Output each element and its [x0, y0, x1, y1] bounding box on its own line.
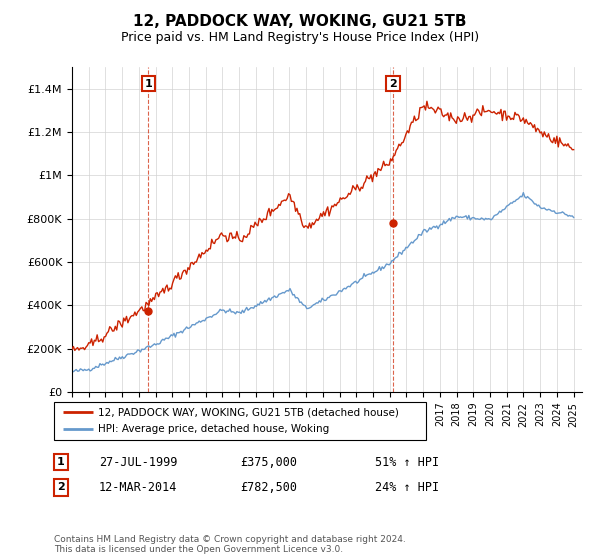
Text: HPI: Average price, detached house, Woking: HPI: Average price, detached house, Woki… — [98, 424, 329, 434]
Text: 12-MAR-2014: 12-MAR-2014 — [99, 480, 178, 494]
Text: 2: 2 — [57, 482, 65, 492]
Text: £375,000: £375,000 — [240, 455, 297, 469]
Text: Price paid vs. HM Land Registry's House Price Index (HPI): Price paid vs. HM Land Registry's House … — [121, 31, 479, 44]
Text: 12, PADDOCK WAY, WOKING, GU21 5TB: 12, PADDOCK WAY, WOKING, GU21 5TB — [133, 14, 467, 29]
Text: Contains HM Land Registry data © Crown copyright and database right 2024.
This d: Contains HM Land Registry data © Crown c… — [54, 535, 406, 554]
Text: 1: 1 — [57, 457, 65, 467]
Text: £782,500: £782,500 — [240, 480, 297, 494]
Text: 24% ↑ HPI: 24% ↑ HPI — [375, 480, 439, 494]
Text: 2: 2 — [389, 78, 397, 88]
Text: 1: 1 — [145, 78, 152, 88]
Text: 12, PADDOCK WAY, WOKING, GU21 5TB (detached house): 12, PADDOCK WAY, WOKING, GU21 5TB (detac… — [98, 407, 398, 417]
Text: 27-JUL-1999: 27-JUL-1999 — [99, 455, 178, 469]
Text: 51% ↑ HPI: 51% ↑ HPI — [375, 455, 439, 469]
